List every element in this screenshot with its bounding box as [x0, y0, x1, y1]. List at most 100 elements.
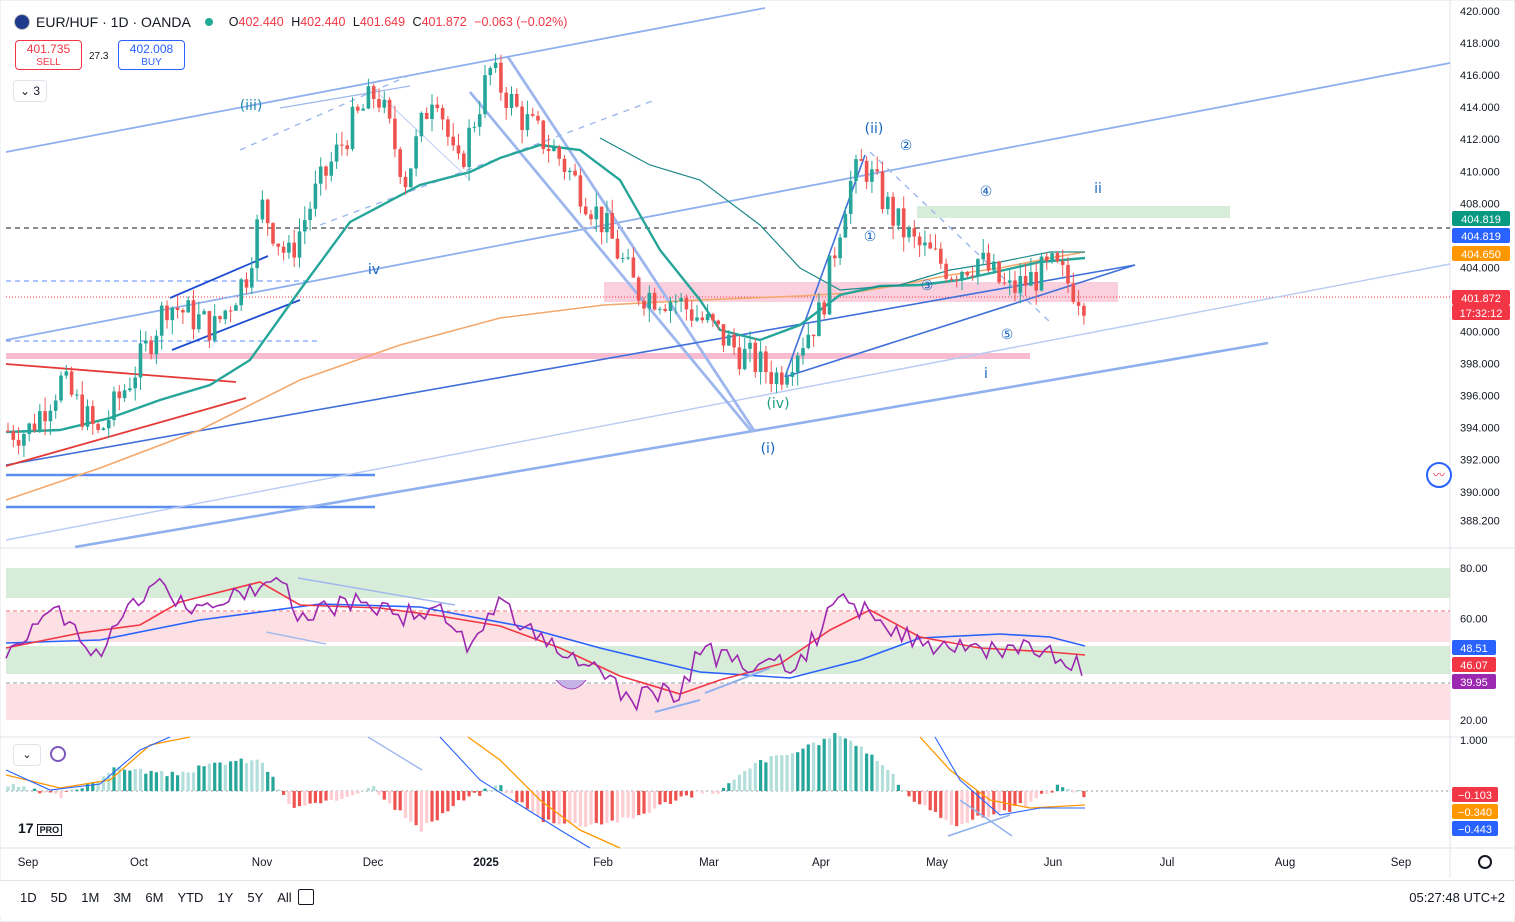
macd-signal-line	[919, 736, 1086, 809]
macd-histogram-bar	[176, 775, 180, 791]
macd-histogram-bar	[939, 791, 943, 818]
candle-body	[334, 144, 339, 162]
macd-histogram-bar	[117, 767, 121, 791]
candle-body	[631, 257, 636, 278]
candle-body	[780, 372, 784, 385]
macd-line	[5, 736, 171, 791]
macd-histogram-bar	[101, 776, 105, 791]
elliott-wave-label: ⑤	[1001, 327, 1014, 343]
date-range-calendar-icon[interactable]	[298, 889, 314, 905]
candle-body	[917, 236, 922, 246]
macd-histogram-bar	[54, 791, 58, 794]
time-axis-label: Mar	[699, 857, 719, 869]
candle-body	[244, 279, 249, 288]
macd-histogram-bar	[573, 791, 577, 824]
settings-gear-icon[interactable]	[1478, 855, 1492, 869]
range-5y[interactable]: 5Y	[247, 890, 264, 905]
range-6m[interactable]: 6M	[145, 890, 164, 905]
candle-body	[499, 62, 503, 93]
macd-histogram-bar	[266, 771, 270, 791]
macd-histogram-bar	[509, 791, 514, 794]
candle-body	[260, 199, 265, 220]
macd-histogram-bar	[329, 791, 333, 800]
rsi-overbought-zone	[6, 568, 1450, 598]
candle-body	[578, 175, 583, 207]
trend-line	[506, 56, 757, 433]
macd-histogram-bar	[1066, 788, 1070, 791]
macd-histogram-bar	[833, 733, 837, 791]
candle-body	[727, 334, 731, 346]
candle-body	[684, 298, 689, 310]
candle-body	[1082, 305, 1086, 316]
candle-body	[652, 292, 657, 310]
candle-body	[848, 180, 853, 214]
candle-body	[605, 212, 609, 233]
macd-histogram-bar	[600, 791, 604, 825]
range-5d[interactable]: 5D	[50, 890, 68, 905]
macd-histogram-bar	[133, 769, 137, 791]
sync-icon[interactable]	[50, 746, 66, 762]
candle-body	[414, 136, 418, 169]
utc-clock[interactable]: 05:27:48 UTC+2	[1409, 890, 1505, 905]
range-1m[interactable]: 1M	[81, 890, 100, 905]
tradingview-logo: 17 PRO	[18, 820, 63, 836]
macd-histogram-bar	[250, 760, 254, 791]
candle-body	[1076, 301, 1081, 306]
candle-body	[202, 311, 206, 315]
macd-histogram-bar	[822, 738, 826, 791]
range-1d[interactable]: 1D	[20, 890, 37, 905]
macd-histogram-bar	[886, 770, 890, 791]
pane-collapse-button[interactable]: ⌄	[13, 744, 41, 766]
macd-histogram-bar	[928, 791, 932, 811]
price-badge-label: 404.819	[1461, 231, 1501, 243]
macd-histogram-bar	[700, 791, 704, 794]
candle-body	[329, 161, 334, 176]
macd-histogram-bar	[552, 791, 556, 824]
macd-histogram-bar	[85, 783, 90, 791]
macd-histogram-bar	[1050, 791, 1054, 793]
eur-huf-flag-icon	[14, 14, 30, 30]
symbol-title[interactable]: EUR/HUF · 1D · OANDA	[36, 14, 191, 30]
candle-body	[583, 206, 588, 215]
price-tick-label: 394.000	[1460, 423, 1500, 435]
macd-histogram-bar	[684, 791, 688, 796]
price-tick-label: 410.000	[1460, 166, 1500, 178]
range-1y[interactable]: 1Y	[217, 890, 234, 905]
macd-histogram-bar	[854, 745, 858, 791]
macd-histogram-bar	[1008, 791, 1012, 812]
range-ytd[interactable]: YTD	[177, 890, 204, 905]
macd-histogram-bar	[541, 791, 545, 823]
candle-body	[212, 316, 217, 341]
candle-body	[875, 169, 879, 172]
candle-body	[573, 170, 577, 176]
macd-histogram-bar	[186, 772, 190, 791]
range-3m[interactable]: 3M	[113, 890, 132, 905]
buy-button[interactable]: 402.008 BUY	[118, 40, 185, 70]
pulse-alert-icon[interactable]: 〰	[1426, 462, 1452, 488]
trend-line	[959, 799, 1013, 837]
macd-histogram-bar	[441, 791, 445, 814]
price-tick-label: 412.000	[1460, 134, 1500, 146]
macd-histogram-bar	[48, 791, 52, 793]
macd-histogram-bar	[520, 791, 524, 803]
sell-button[interactable]: 401.735 SELL	[15, 40, 82, 70]
buy-price: 402.008	[129, 42, 174, 56]
macd-histogram-bar	[213, 762, 217, 791]
candle-body	[732, 334, 736, 348]
range-all[interactable]: All	[277, 890, 292, 905]
macd-histogram-bar	[827, 738, 832, 791]
macd-histogram-bar	[38, 791, 42, 794]
candle-body	[297, 231, 302, 258]
ma-20-line	[599, 137, 1085, 291]
macd-histogram-bar	[668, 791, 673, 804]
macd-histogram-bar	[753, 762, 757, 791]
candle-body	[144, 340, 148, 344]
price-tick-label: 390.000	[1460, 487, 1500, 499]
candle-body	[85, 406, 90, 427]
elliott-wave-label: (iv)	[766, 396, 789, 412]
candle-body	[689, 309, 694, 321]
candle-body	[403, 176, 408, 188]
indicators-toggle-button[interactable]: ⌄ 3	[13, 80, 47, 102]
trend-line	[74, 341, 1269, 549]
